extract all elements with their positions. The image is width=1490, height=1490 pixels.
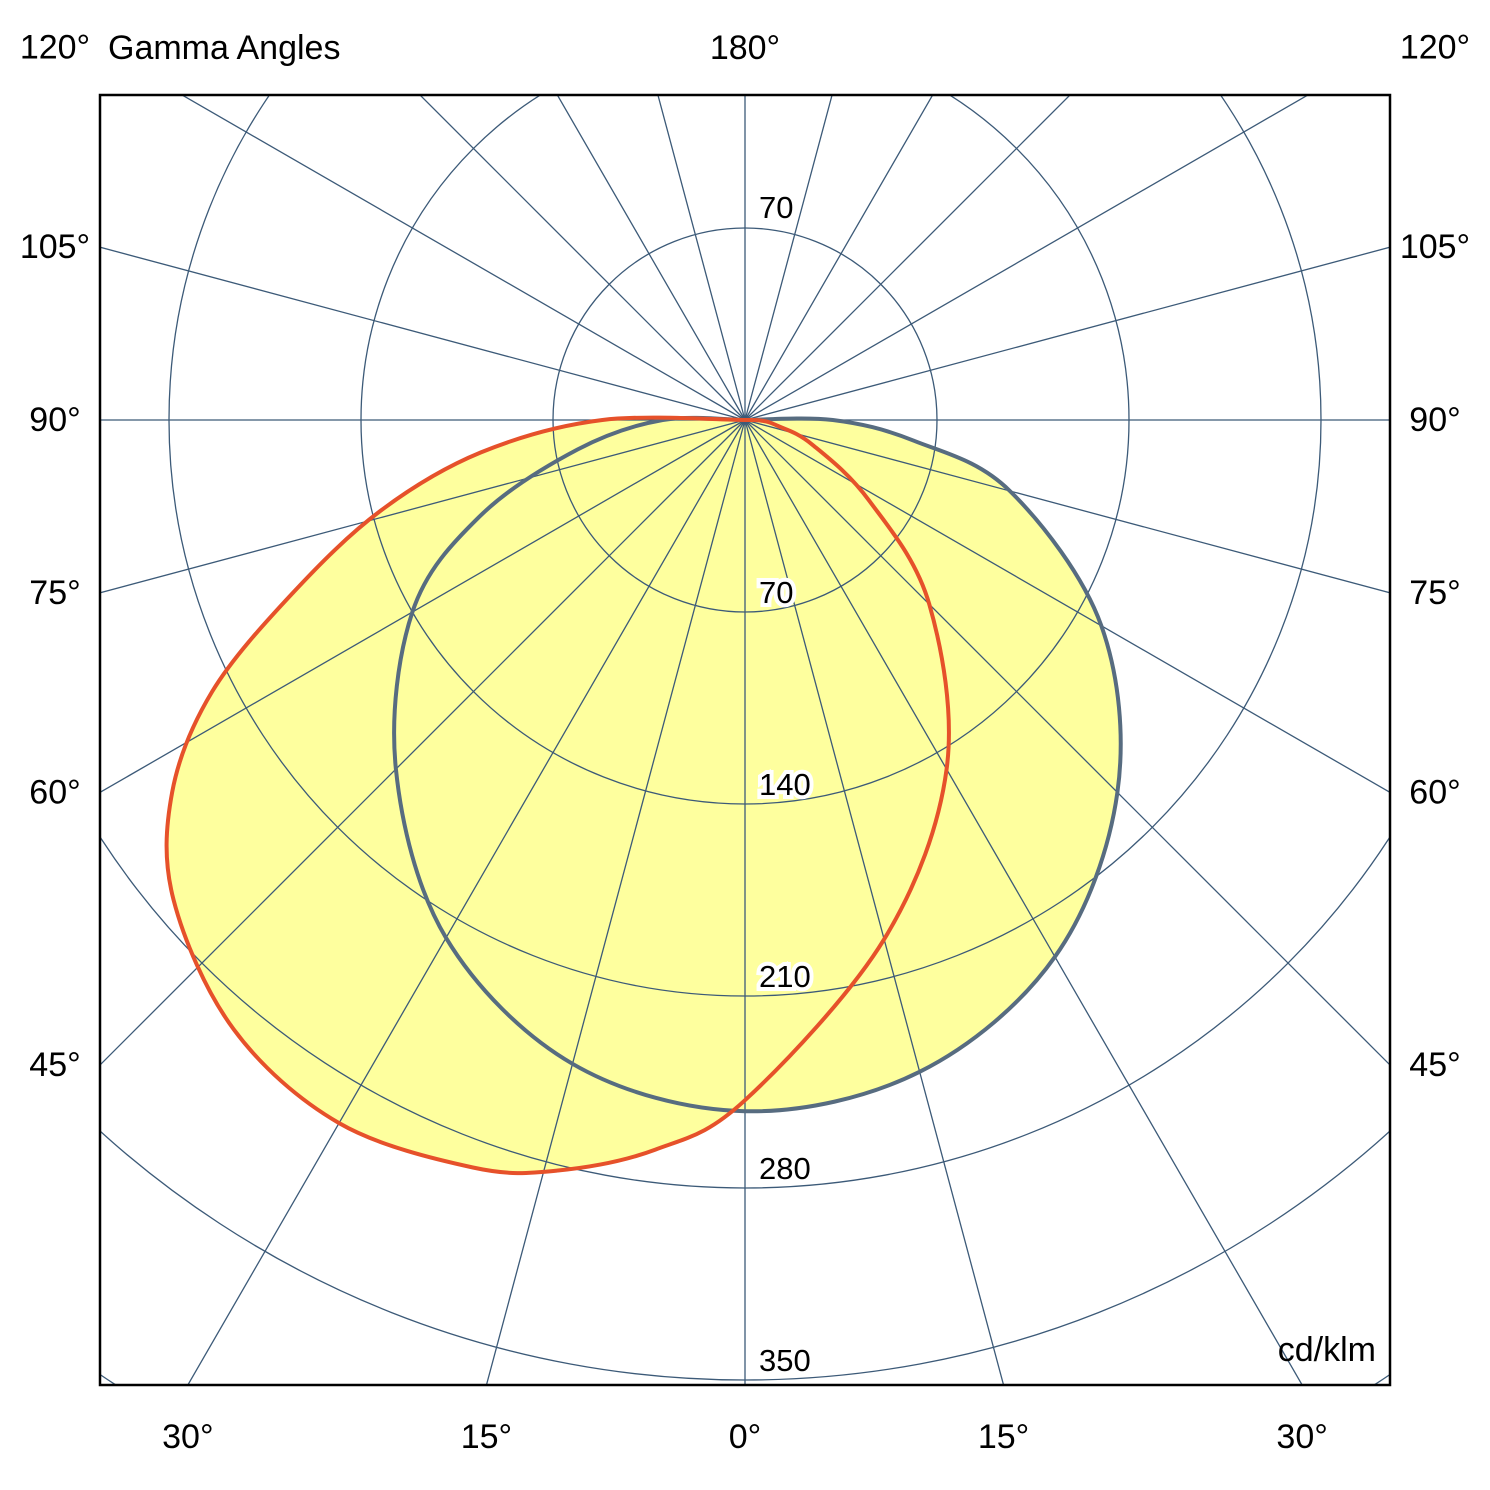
gamma-label-left: 120°: [20, 29, 90, 67]
gamma-label-right: 75°: [1409, 574, 1460, 612]
polar-grid-ray: [100, 246, 746, 421]
polar-grid-ray: [744, 95, 833, 421]
polar-grid-ray: [100, 419, 746, 794]
gamma-label-left: 75°: [29, 574, 80, 612]
polar-grid-ray: [187, 419, 746, 1385]
gamma-label-right: 45°: [1409, 1046, 1460, 1084]
radial-tick-label: 70: [759, 575, 793, 610]
polar-grid-ray: [744, 246, 1390, 421]
gamma-label-bottom: 30°: [162, 1418, 213, 1456]
chart-frame: [98, 93, 1392, 1387]
polar-grid-ray: [744, 95, 934, 421]
gamma-label-right: 120°: [1400, 29, 1470, 67]
gamma-label-right: 90°: [1409, 401, 1460, 439]
polar-grid-ray: [100, 419, 746, 594]
red-curve-path: [164, 415, 951, 1176]
gamma-label-left: 105°: [20, 228, 90, 266]
polar-grid-ray: [744, 419, 1005, 1385]
polar-grid-ray: [744, 95, 1310, 421]
polar-grid-ray: [657, 95, 746, 421]
polar-grid-ray: [744, 419, 1390, 594]
radial-tick-label: 350: [759, 1343, 811, 1378]
radial-tick-label-up: 70: [759, 190, 793, 225]
chart-title: Gamma Angles: [108, 29, 341, 67]
polar-grid-ray: [744, 419, 1303, 1385]
curve-layer: [164, 415, 1123, 1176]
gamma-label-bottom: 0°: [729, 1418, 762, 1456]
photometric-fill-red-curve: [166, 417, 949, 1174]
polar-grid-ray: [419, 95, 746, 421]
polar-grid-ray: [744, 419, 1390, 1066]
fill-layer: [166, 417, 1121, 1174]
polar-grid-ray: [556, 95, 746, 421]
label-layer: 70 140 210 280 350 70 120° 120° 105° 105° 90° 90° 75…: [20, 29, 1470, 1456]
slate-curve-path: [392, 415, 1123, 1114]
gamma-label-left: 45°: [29, 1046, 80, 1084]
radial-tick-label: 140: [759, 767, 811, 802]
radial-tick-label: 210: [759, 959, 811, 994]
gamma-label-left: 60°: [29, 773, 80, 811]
gamma-label-right: 60°: [1409, 773, 1460, 811]
gamma-label-bottom: 15°: [978, 1418, 1029, 1456]
unit-label: cd/klm: [1277, 1331, 1376, 1369]
gamma-label-right: 105°: [1400, 228, 1470, 266]
polar-grid-ray: [100, 419, 746, 1066]
gamma-label-bottom: 15°: [461, 1418, 512, 1456]
polar-grid-ray: [180, 95, 746, 421]
polar-grid-ray: [744, 419, 1390, 794]
gamma-label-bottom: 30°: [1276, 1418, 1327, 1456]
polar-grid-ray: [485, 419, 746, 1385]
gamma-label-left: 90°: [29, 401, 80, 439]
radial-tick-label: 280: [759, 1151, 811, 1186]
polar-grid-ray: [744, 95, 1071, 421]
gamma-label-top: 180°: [710, 29, 780, 67]
